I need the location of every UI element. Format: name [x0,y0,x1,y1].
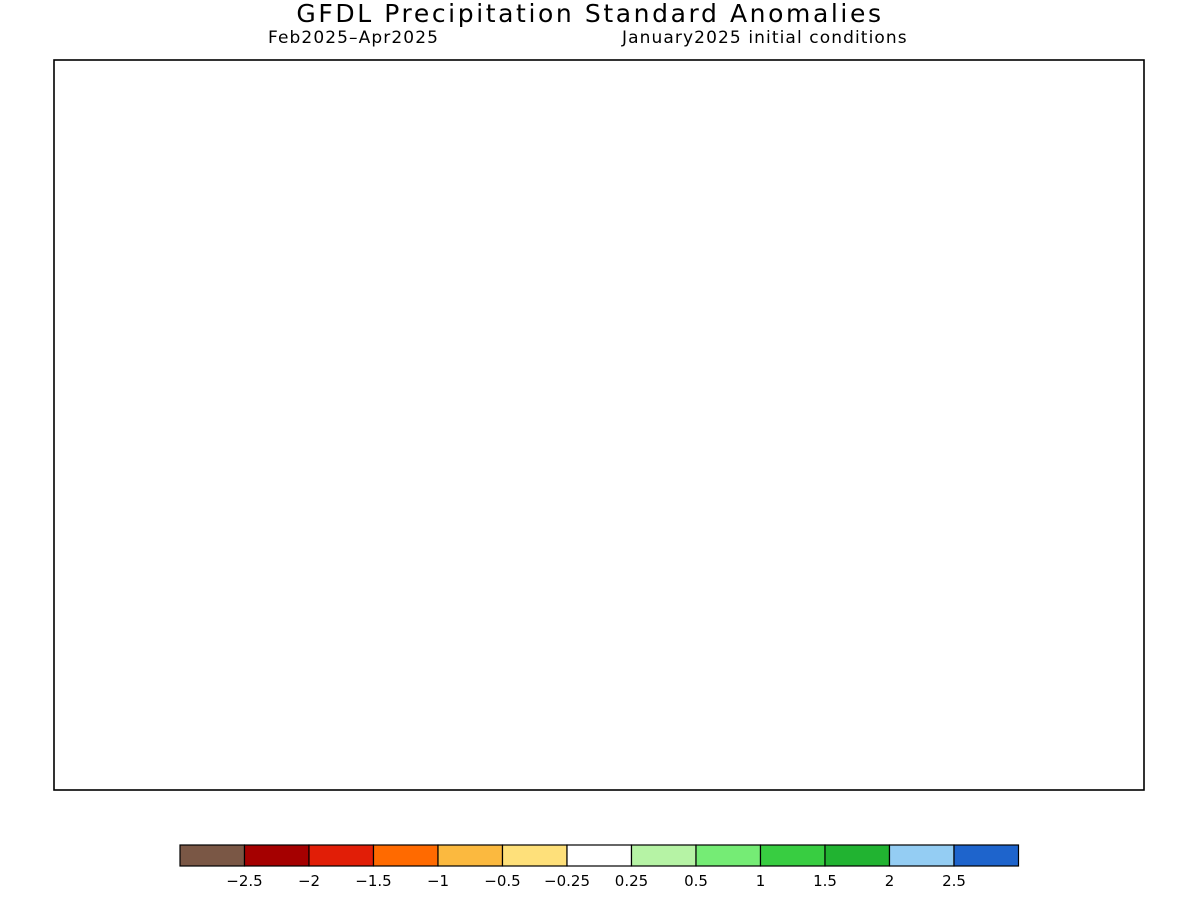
colorbar-tick-label: 1 [756,872,766,890]
map-title: GFDL Precipitation Standard Anomalies [296,0,884,28]
forecast-period: Feb2025–Apr2025 [268,28,440,48]
colorbar-swatch-12 [953,844,1020,867]
colorbar-tick-label: −1.5 [355,872,391,890]
map-frame [53,59,1145,791]
colorbar-swatch-2 [308,844,375,867]
colorbar-swatch-0 [179,844,246,867]
colorbar-tick-label: −0.5 [484,872,520,890]
colorbar: −2.5 −2 −1.5 −1 −0.5 −0.25 0.25 0.5 1 1.5 2 2.5 [179,844,1020,890]
colorbar-swatch-8 [695,844,762,867]
colorbar-swatch-10 [824,844,891,867]
colorbar-swatch-5 [501,844,568,867]
colorbar-swatch-1 [243,844,310,867]
colorbar-swatch-11 [888,844,955,867]
colorbar-swatch-6 [566,844,633,867]
colorbar-tick-label: 1.5 [813,872,837,890]
initial-conditions: January2025 initial conditions [622,28,908,48]
colorbar-swatch-4 [437,844,504,867]
colorbar-swatch-7 [630,844,697,867]
colorbar-tick-label: −2 [298,872,320,890]
colorbar-swatch-9 [759,844,826,867]
colorbar-tick-label: 0.5 [684,872,708,890]
colorbar-tick-label: 0.25 [615,872,648,890]
colorbar-tick-label: −0.25 [544,872,590,890]
colorbar-swatch-3 [372,844,439,867]
colorbar-tick-label: 2.5 [942,872,966,890]
colorbar-tick-label: −1 [427,872,449,890]
colorbar-tick-label: −2.5 [226,872,262,890]
colorbar-tick-label: 2 [885,872,895,890]
